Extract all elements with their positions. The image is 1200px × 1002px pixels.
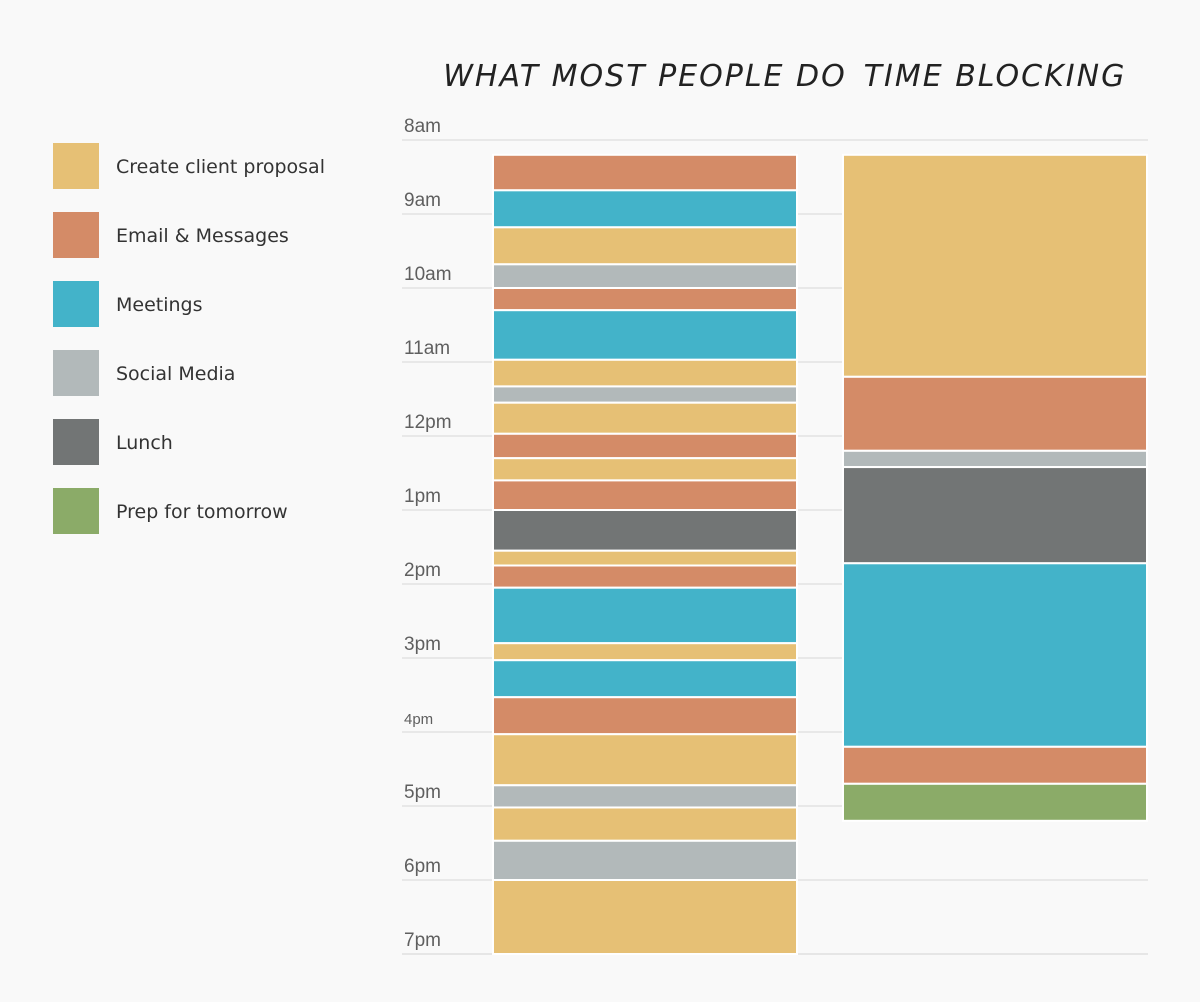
- block-email: [492, 287, 798, 312]
- time-label-5pm: 5pm: [404, 782, 441, 803]
- time-label-2pm: 2pm: [404, 560, 441, 581]
- column-titles: WHAT MOST PEOPLE DO TIME BLOCKING: [443, 59, 1127, 94]
- block-social: [492, 839, 798, 882]
- block-lunch: [842, 466, 1148, 565]
- column-title-0: WHAT MOST PEOPLE DO: [443, 59, 847, 94]
- time-label-12pm: 12pm: [404, 412, 452, 433]
- block-email: [842, 375, 1148, 452]
- legend-label-social: Social Media: [116, 363, 235, 385]
- legend-swatch-email: [53, 212, 99, 258]
- block-proposal: [492, 733, 798, 787]
- legend-swatch-prep: [53, 488, 99, 534]
- block-meetings: [492, 189, 798, 229]
- block-social: [842, 449, 1148, 469]
- block-proposal: [492, 549, 798, 567]
- block-social: [492, 784, 798, 809]
- time-label-3pm: 3pm: [404, 634, 441, 655]
- block-social: [492, 263, 798, 290]
- legend-swatch-meetings: [53, 281, 99, 327]
- legend-label-email: Email & Messages: [116, 225, 289, 247]
- block-meetings: [492, 586, 798, 645]
- block-lunch: [492, 509, 798, 552]
- time-label-7pm: 7pm: [404, 930, 441, 951]
- block-prep: [842, 782, 1148, 822]
- block-email: [492, 696, 798, 736]
- time-label-4pm: 4pm: [404, 711, 433, 728]
- time-label-10am: 10am: [404, 264, 452, 285]
- block-email: [492, 479, 798, 511]
- legend-swatch-lunch: [53, 419, 99, 465]
- time-label-8am: 8am: [404, 116, 441, 137]
- block-proposal: [492, 806, 798, 842]
- block-email: [492, 432, 798, 460]
- column-title-1: TIME BLOCKING: [864, 59, 1127, 94]
- block-proposal: [492, 457, 798, 482]
- legend-label-meetings: Meetings: [116, 294, 203, 316]
- block-proposal: [492, 879, 798, 955]
- block-meetings: [492, 309, 798, 361]
- block-meetings: [842, 562, 1148, 748]
- legend-swatch-proposal: [53, 143, 99, 189]
- time-label-9am: 9am: [404, 190, 441, 211]
- block-email: [842, 745, 1148, 785]
- block-proposal: [842, 153, 1148, 378]
- legend-label-prep: Prep for tomorrow: [116, 501, 288, 523]
- block-proposal: [492, 358, 798, 388]
- block-proposal: [492, 642, 798, 662]
- legend-label-lunch: Lunch: [116, 432, 173, 454]
- block-meetings: [492, 659, 798, 699]
- block-email: [492, 564, 798, 589]
- schedule-columns: [492, 153, 1148, 955]
- column-time-blocking: [842, 153, 1148, 822]
- block-email: [492, 153, 798, 192]
- time-label-6pm: 6pm: [404, 856, 441, 877]
- column-what-most-people-do: [492, 153, 798, 955]
- legend-label-proposal: Create client proposal: [116, 156, 325, 178]
- block-proposal: [492, 401, 798, 435]
- legend-swatch-social: [53, 350, 99, 396]
- time-label-11am: 11am: [404, 338, 450, 359]
- block-proposal: [492, 226, 798, 266]
- block-social: [492, 385, 798, 404]
- time-label-1pm: 1pm: [404, 486, 441, 507]
- legend: Create client proposal Email & Messages Me…: [53, 143, 325, 534]
